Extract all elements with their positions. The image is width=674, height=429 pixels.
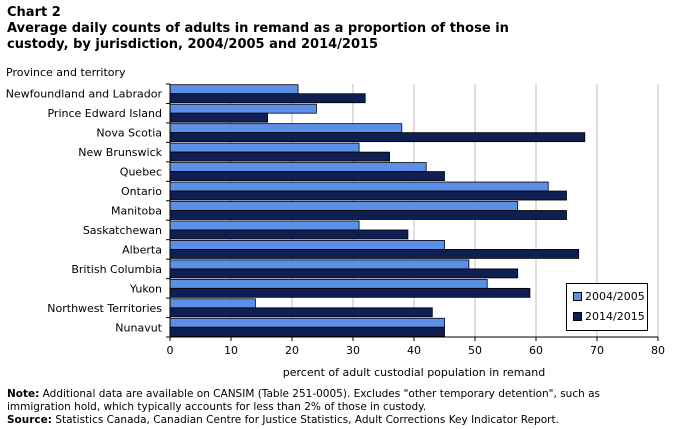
bar: [169, 171, 445, 181]
source-label: Source:: [7, 414, 52, 426]
bar: [169, 249, 580, 259]
x-tick-label: 40: [407, 344, 421, 357]
bar: [169, 268, 519, 279]
bar: [169, 123, 403, 134]
legend-swatch-series-2: [573, 311, 582, 321]
chart-notes: Note: Additional data are available on C…: [7, 388, 667, 427]
bar: [169, 259, 470, 270]
x-tick-label: 0: [167, 344, 174, 357]
bar: [169, 210, 567, 220]
chart-title-line-1: Average daily counts of adults in remand…: [7, 21, 509, 36]
bar: [169, 132, 586, 143]
bar: [169, 112, 268, 123]
legend-item-series-1: 2004/2005: [573, 289, 645, 303]
note-label: Note:: [7, 388, 40, 400]
bar: [169, 229, 409, 240]
bar: [169, 317, 445, 328]
source: Source: Statistics Canada, Canadian Cent…: [7, 414, 667, 427]
bar: [169, 93, 366, 104]
x-tick-label: 70: [590, 344, 604, 357]
category-label: New Brunswick: [78, 146, 162, 159]
bar: [169, 84, 299, 95]
bar: [169, 278, 488, 289]
legend: 2004/2005 2014/2015: [566, 283, 648, 331]
category-label: Northwest Territories: [47, 302, 162, 315]
category-label: Quebec: [120, 166, 162, 179]
bar: [169, 201, 519, 211]
legend-swatch-series-1: [573, 291, 582, 301]
bar: [169, 287, 531, 298]
bar: [169, 103, 317, 114]
category-label: Nova Scotia: [96, 127, 162, 140]
category-label: Prince Edward Island: [47, 107, 162, 120]
x-tick-label: 80: [651, 344, 665, 357]
x-tick-label: 30: [346, 344, 360, 357]
bar: [169, 220, 360, 231]
category-label: Ontario: [121, 185, 162, 198]
category-label: Alberta: [122, 243, 162, 256]
category-label: Yukon: [129, 282, 162, 295]
chart-title: Chart 2 Average daily counts of adults i…: [7, 5, 667, 53]
bar: [169, 326, 445, 337]
note: Note: Additional data are available on C…: [7, 388, 667, 414]
x-tick-label: 50: [468, 344, 482, 357]
bar: [169, 190, 567, 201]
category-label: Nunavut: [115, 321, 162, 334]
x-axis-title: percent of adult custodial population in…: [282, 366, 546, 379]
bar: [169, 307, 433, 318]
legend-item-series-2: 2014/2015: [573, 309, 645, 323]
category-label: Newfoundland and Labrador: [6, 88, 163, 101]
legend-label-series-2: 2014/2015: [585, 309, 645, 323]
category-label: British Columbia: [71, 263, 162, 276]
chart-number: Chart 2: [7, 5, 61, 20]
x-tick-label: 60: [529, 344, 543, 357]
x-tick-label: 10: [224, 344, 238, 357]
bar: [169, 162, 427, 172]
x-tick-label: 20: [285, 344, 299, 357]
bar: [169, 181, 549, 192]
category-label: Saskatchewan: [83, 224, 162, 237]
note-text: Additional data are available on CANSIM …: [7, 388, 600, 413]
bar: [169, 151, 391, 162]
category-label: Manitoba: [111, 205, 162, 218]
bar: [169, 142, 360, 153]
source-text: Statistics Canada, Canadian Centre for J…: [51, 414, 559, 426]
y-axis-title: Province and territory: [6, 66, 126, 79]
chart-title-line-2: custody, by jurisdiction, 2004/2005 and …: [7, 37, 379, 52]
bar: [169, 298, 256, 309]
legend-label-series-1: 2004/2005: [585, 289, 645, 303]
bar: [169, 240, 445, 250]
